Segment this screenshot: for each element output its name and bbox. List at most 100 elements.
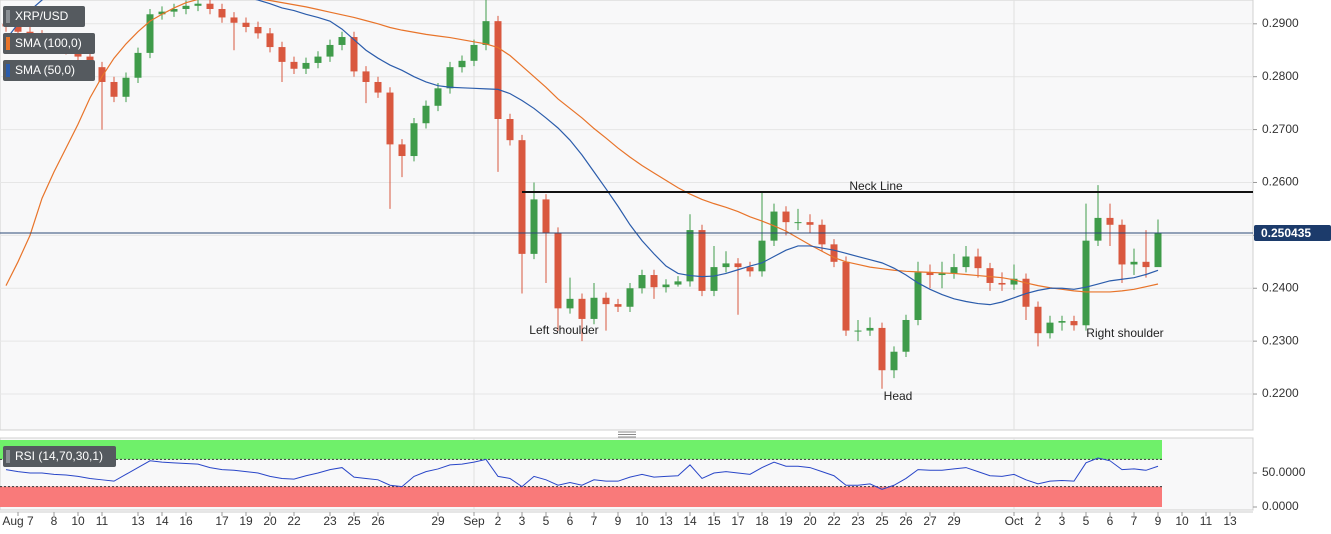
legend-label: RSI (14,70,30,1) <box>15 449 103 463</box>
candle-body <box>974 256 982 269</box>
legend-label: SMA (50,0) <box>15 63 75 77</box>
candle-body <box>158 11 166 15</box>
main-plot-area <box>0 0 1254 431</box>
x-tick-label: 6 <box>567 514 574 528</box>
y-tick-label: 0.2900 <box>1262 16 1299 30</box>
x-tick-label: 23 <box>323 514 337 528</box>
candle-body <box>746 267 754 272</box>
candle-body <box>266 33 274 48</box>
x-tick-label: 7 <box>591 514 598 528</box>
legend-label: SMA (100,0) <box>15 36 82 50</box>
candle-body <box>986 268 994 283</box>
candle-body <box>398 144 406 157</box>
candle-body <box>854 330 862 332</box>
candle-body <box>1154 233 1162 268</box>
candle-body <box>734 263 742 268</box>
candle-body <box>998 282 1006 285</box>
candle-body <box>542 199 550 233</box>
x-tick-label: 27 <box>923 514 937 528</box>
candle-body <box>110 81 118 97</box>
candle-body <box>590 297 598 319</box>
candle-body <box>1058 321 1066 323</box>
x-tick-label: 10 <box>1175 514 1189 528</box>
x-tick-label: Aug 7 <box>2 514 34 528</box>
candle-body <box>758 240 766 272</box>
candle-body <box>290 61 298 69</box>
candle-body <box>602 297 610 305</box>
x-tick-label: 15 <box>707 514 721 528</box>
legend-swatch <box>6 10 10 23</box>
x-tick-label: 26 <box>899 514 913 528</box>
candle-body <box>506 119 514 141</box>
panel-resize-handle[interactable] <box>618 431 636 438</box>
x-tick-label: 17 <box>731 514 745 528</box>
candle-body <box>230 17 238 23</box>
legend-swatch <box>6 37 10 50</box>
pattern-annotation: Left shoulder <box>529 323 598 337</box>
sma-line <box>5 0 1159 306</box>
x-tick-label: 10 <box>635 514 649 528</box>
candle-body <box>1142 261 1150 268</box>
candle-body <box>1046 322 1054 334</box>
candle-body <box>698 230 706 291</box>
candle-body <box>890 351 898 371</box>
candle-body <box>686 230 694 282</box>
last-price-box <box>1254 225 1331 242</box>
candle-body <box>674 281 682 285</box>
y-tick-label: 0.2400 <box>1262 280 1299 294</box>
candle-body <box>434 88 442 106</box>
x-tick-label: 13 <box>1223 514 1237 528</box>
candle-body <box>950 267 958 274</box>
candle-body <box>662 284 670 288</box>
candle-body <box>794 222 802 224</box>
rsi-series <box>5 457 1159 490</box>
candle-body <box>578 298 586 319</box>
candle-body <box>842 261 850 331</box>
candle-body <box>134 52 142 78</box>
candle-body <box>470 44 478 61</box>
candle-body <box>1010 278 1018 285</box>
x-tick-label: 8 <box>51 514 58 528</box>
candle-body <box>326 44 334 57</box>
candle-body <box>902 319 910 352</box>
candle-body <box>182 5 190 9</box>
candle-body <box>446 67 454 89</box>
candle-body <box>722 263 730 268</box>
candle-body <box>1118 224 1126 265</box>
candle-body <box>914 272 922 320</box>
x-tick-label: 22 <box>287 514 301 528</box>
candle-body <box>782 211 790 223</box>
x-tick-label: 25 <box>347 514 361 528</box>
candle-body <box>554 232 562 309</box>
pattern-annotation: Right shoulder <box>1086 326 1163 340</box>
candle-body <box>518 140 526 254</box>
x-tick-label: Oct <box>1005 514 1024 528</box>
y-tick-label: 0.2700 <box>1262 122 1299 136</box>
x-tick-label: 5 <box>543 514 550 528</box>
rsi-y-tick-label: 0.0000 <box>1262 499 1299 513</box>
y-tick-label: 0.2200 <box>1262 386 1299 400</box>
x-tick-label: 9 <box>615 514 622 528</box>
x-tick-label: 29 <box>431 514 445 528</box>
price-axis-area <box>1254 0 1331 534</box>
candle-body <box>422 105 430 124</box>
x-tick-label: 20 <box>263 514 277 528</box>
x-tick-label: 14 <box>683 514 697 528</box>
candle-body <box>1082 240 1090 326</box>
y-tick-label: 0.2600 <box>1262 175 1299 189</box>
candle-body <box>194 3 202 6</box>
legend-box <box>3 60 95 81</box>
candle-body <box>818 224 826 245</box>
x-tick-label: 18 <box>755 514 769 528</box>
candle-body <box>314 56 322 63</box>
rsi-y-tick-label: 50.0000 <box>1262 465 1306 479</box>
candle-body <box>494 21 502 120</box>
x-tick-label: 29 <box>947 514 961 528</box>
x-tick-label: 3 <box>1059 514 1066 528</box>
x-tick-label: 26 <box>371 514 385 528</box>
candle-body <box>614 304 622 307</box>
legend-label: XRP/USD <box>15 9 69 23</box>
rsi-line <box>5 457 1159 490</box>
candle-body <box>878 327 886 371</box>
